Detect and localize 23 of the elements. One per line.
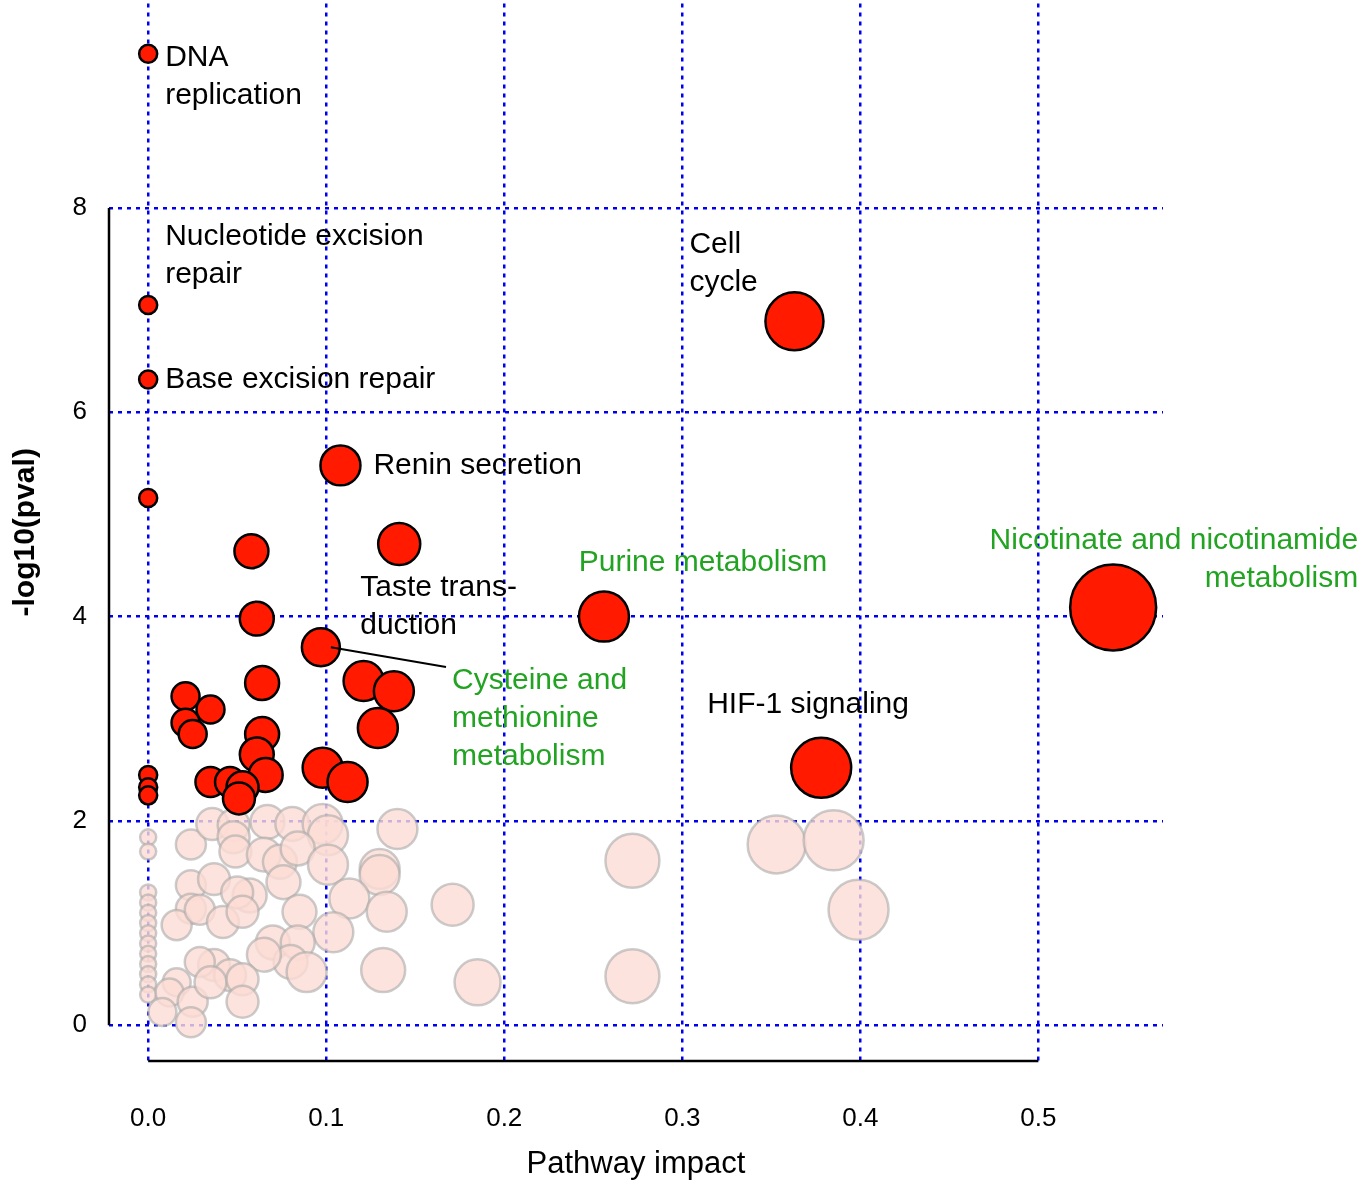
annotation: Base excision repair [165,360,436,394]
x-tick-label: 0.0 [130,1101,167,1132]
annotation: Taste trans- duction [360,569,517,641]
y-tick-label: 6 [72,395,87,426]
x-tick-label: 0.1 [308,1101,345,1132]
annotation: Cell cycle [689,225,758,297]
x-tick-label: 0.2 [486,1101,523,1132]
y-tick-label: 4 [72,599,87,630]
annotation: Renin secretion [373,446,582,480]
annotation: Cysteine and methionine metabolism [452,662,628,772]
x-tick-label: 0.5 [1020,1101,1057,1132]
y-tick-label: 0 [72,1008,87,1039]
annotation: Purine metabolism [578,543,828,577]
y-tick-label: 2 [72,804,87,835]
annotation: DNA replication [165,38,302,110]
x-axis-title: Pathway impact [526,1144,746,1180]
annotation: HIF-1 signaling [707,686,909,720]
annotation: Nucleotide excision repair [165,218,424,290]
y-axis-title: -log10(pval) [7,448,41,617]
x-tick-label: 0.4 [842,1101,879,1132]
annotation: Nicotinate and nicotinamide metabolism [989,521,1359,593]
y-tick-label: 8 [72,191,87,222]
x-tick-label: 0.3 [664,1101,701,1132]
